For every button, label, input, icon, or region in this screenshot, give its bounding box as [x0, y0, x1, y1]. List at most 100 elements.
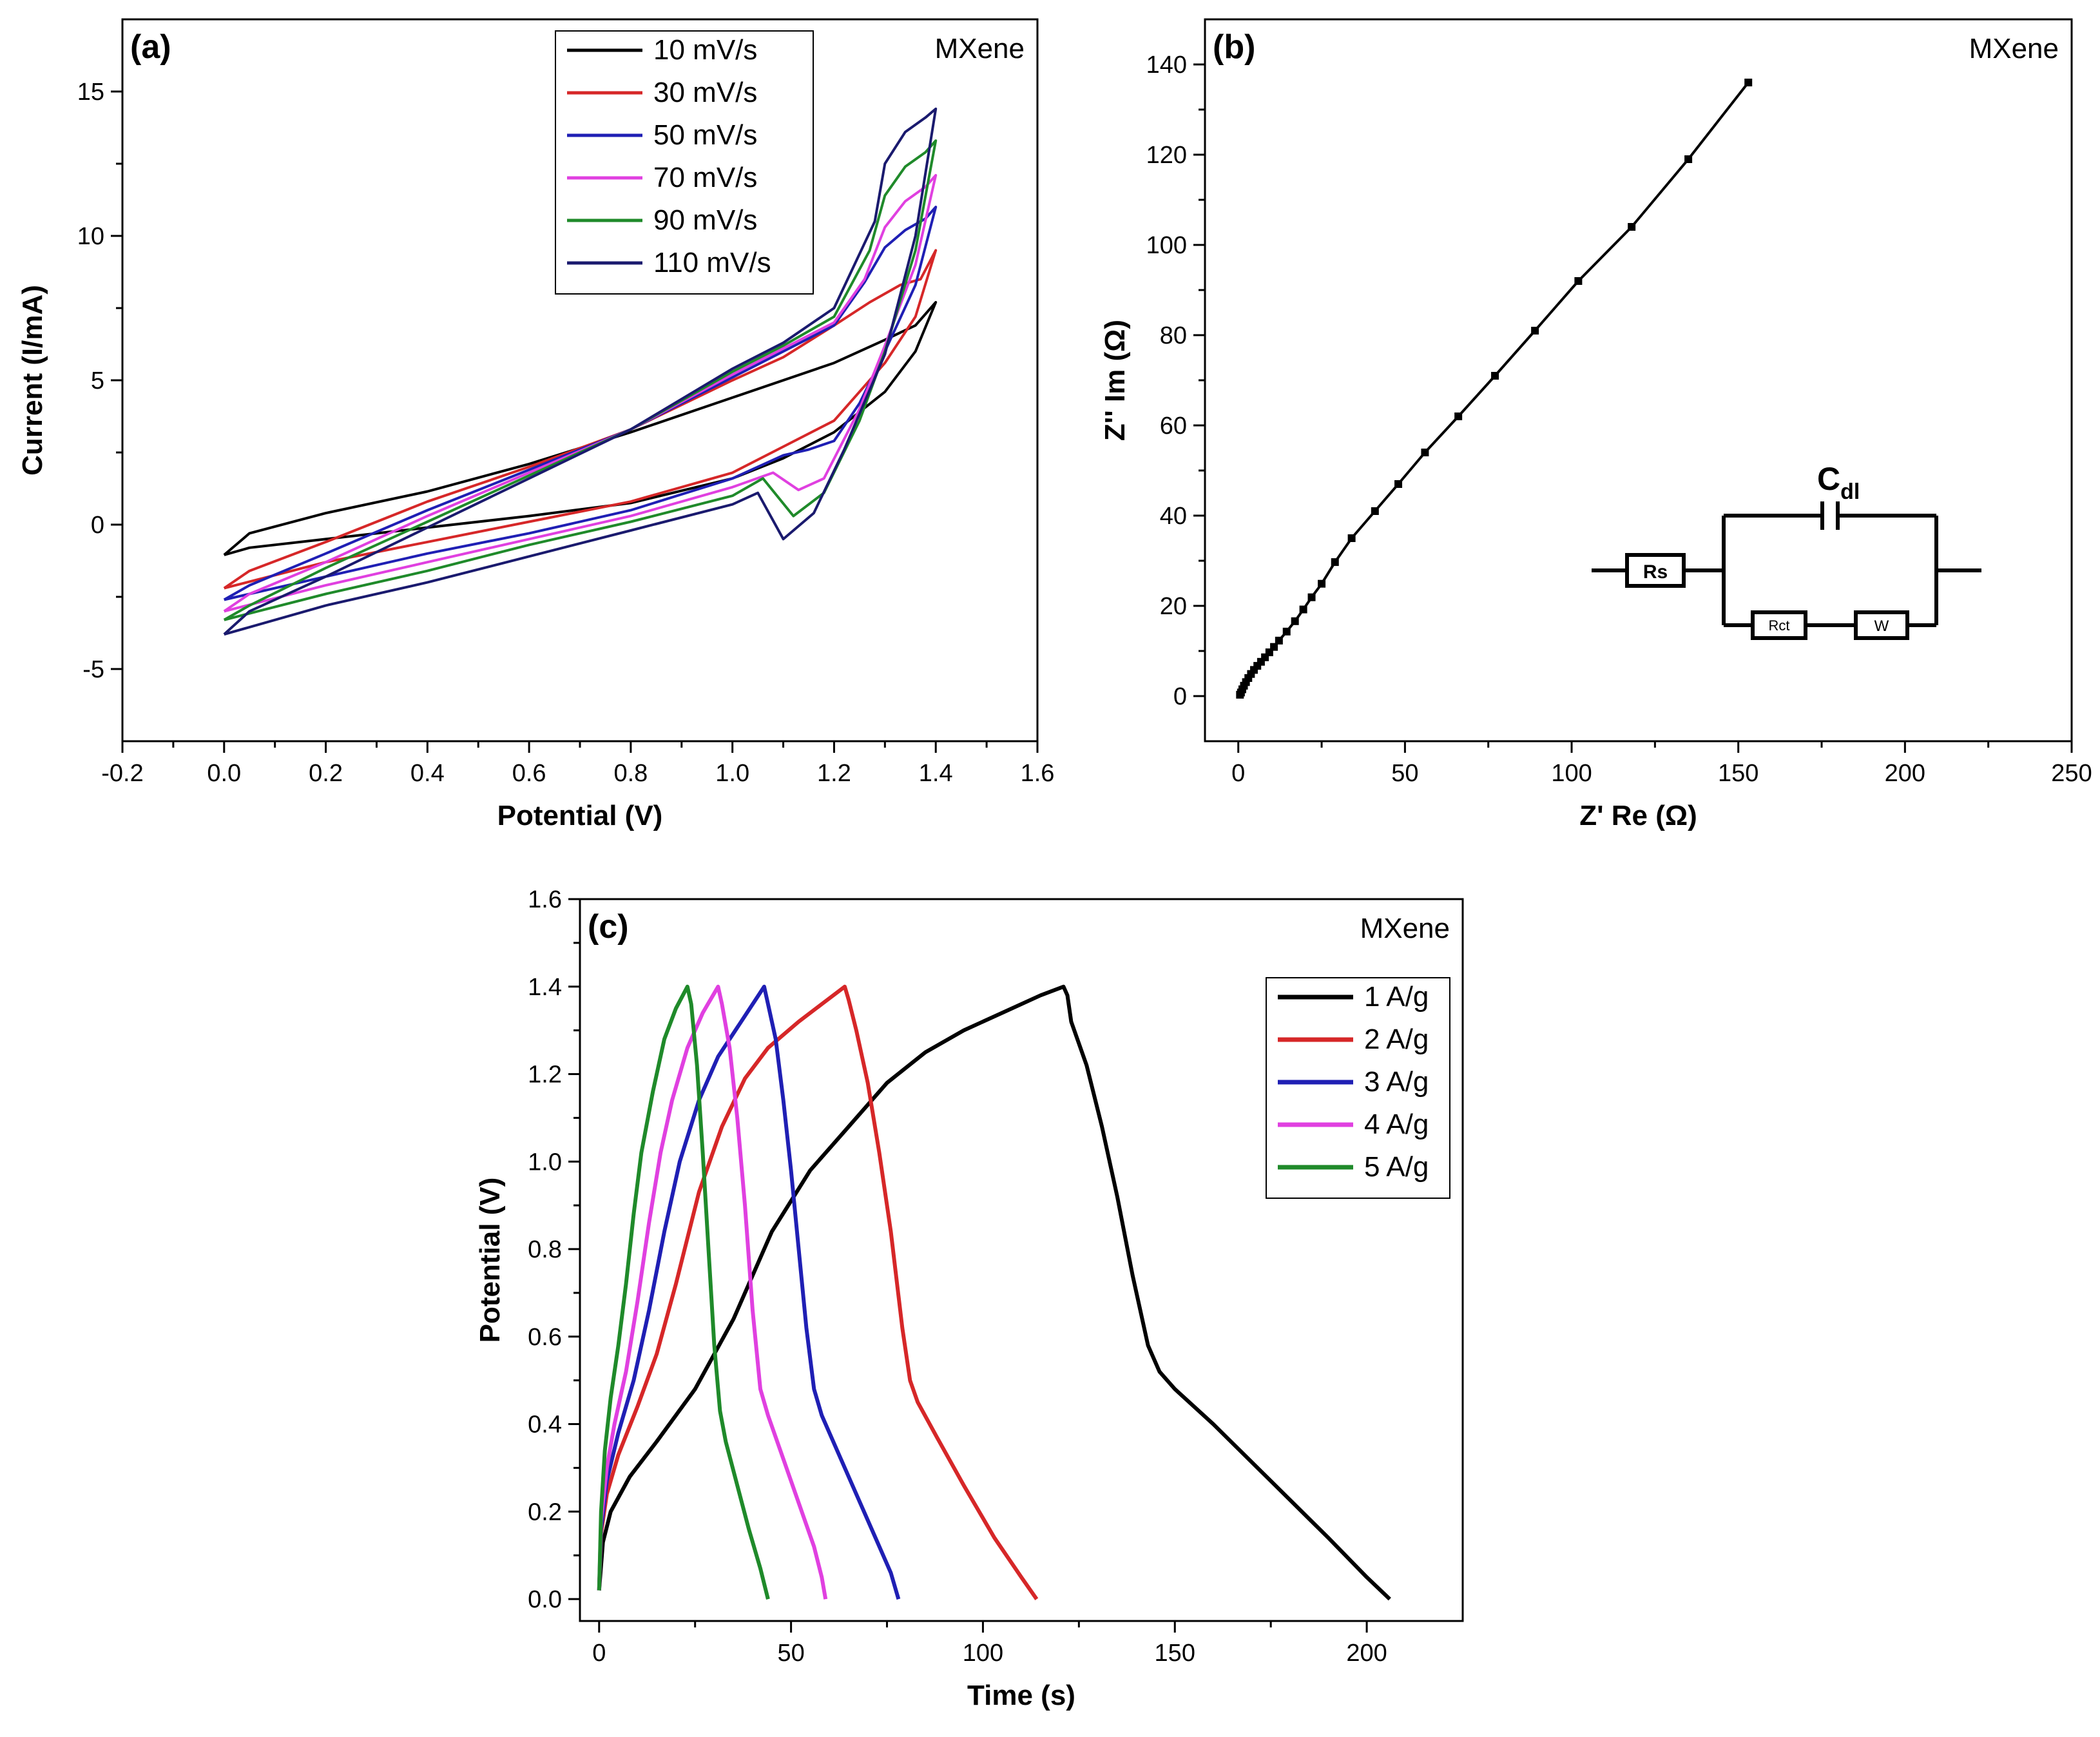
x-axis: 0 50 100 150 200 250: [1231, 741, 2092, 787]
x-tick-label: 50: [777, 1640, 804, 1667]
x-tick-label: 0.8: [613, 760, 648, 787]
legend-label: 30 mV/s: [653, 77, 757, 108]
x-axis-label: Potential (V): [497, 800, 663, 831]
x-tick-label: 0.6: [512, 760, 546, 787]
cdl-label: Cdl: [1817, 461, 1860, 504]
legend-label: 70 mV/s: [653, 162, 757, 193]
rs-label: Rs: [1643, 561, 1668, 583]
y-tick-label: 0: [91, 512, 104, 539]
y-tick-label: 0: [1173, 683, 1187, 710]
y-axis: 0 20 40 60 80 100 120 140: [1146, 52, 1205, 710]
y-tick-label: 120: [1146, 142, 1187, 169]
x-tick-label: 1.6: [1021, 760, 1055, 787]
data-point: [1347, 534, 1356, 542]
data-point: [1275, 636, 1283, 645]
x-tick-label: 0.4: [410, 760, 445, 787]
legend-label: 50 mV/s: [653, 119, 757, 151]
x-tick-label: -0.2: [101, 760, 143, 787]
rct-label: Rct: [1769, 617, 1790, 634]
y-tick-label: 20: [1160, 593, 1187, 620]
x-tick-label: 250: [2051, 760, 2092, 787]
data-point: [1270, 643, 1278, 651]
y-tick-label: 100: [1146, 232, 1187, 259]
sample-tag: MXene: [935, 33, 1025, 64]
line-series-1-a-g: [597, 984, 1391, 1601]
y-tick-label: 0.6: [528, 1324, 562, 1351]
panel-a: -0.2 0.0 0.2 0.4 0.6 0.8 1.0 1.2 1.4 1.6 -5 0 5 10 15 P…: [17, 18, 1054, 831]
cv-loop-series-50-mv-s: [223, 206, 938, 601]
legend-label: 110 mV/s: [653, 247, 771, 278]
y-axis-label: Potential (V): [474, 1178, 506, 1343]
cv-loop-series-30-mv-s: [223, 249, 938, 590]
y-tick-label: 0.2: [528, 1499, 562, 1526]
data-series: [223, 107, 938, 636]
y-axis-label: Z'' Im (Ω): [1099, 320, 1131, 441]
y-axis-label: Current (I/mA): [17, 285, 48, 476]
y-tick-label: 1.2: [528, 1062, 562, 1089]
y-axis: -5 0 5 10 15: [77, 79, 122, 683]
data-point: [1421, 449, 1429, 456]
y-tick-label: 5: [91, 367, 104, 394]
legend-label: 3 A/g: [1364, 1066, 1429, 1098]
sample-tag: MXene: [1360, 913, 1450, 944]
legend-label: 1 A/g: [1364, 981, 1429, 1013]
data-point: [1318, 579, 1326, 588]
legend-label: 10 mV/s: [653, 34, 757, 66]
line-series-2-a-g: [597, 984, 1039, 1600]
data-point: [1291, 617, 1299, 625]
x-tick-label: 100: [1551, 760, 1592, 787]
data-point: [1299, 605, 1307, 614]
legend-box: [555, 30, 814, 295]
x-axis: 0 50 100 150 200: [592, 1621, 1387, 1667]
y-tick-label: 80: [1160, 322, 1187, 349]
x-tick-label: 50: [1391, 760, 1418, 787]
y-tick-label: 0.4: [528, 1412, 562, 1439]
data-point: [1307, 593, 1316, 601]
equivalent-circuit: Rs Cdl Rct W: [1592, 461, 1981, 640]
line-series-5-a-g: [597, 984, 770, 1600]
y-tick-label: 1.0: [528, 1149, 562, 1176]
line-series-3-a-g: [597, 984, 901, 1600]
panel-b: 0 50 100 150 200 250 0 20 40 60 80 100 120 140 Z' Re (…: [1099, 18, 2092, 831]
x-tick-label: 0.0: [207, 760, 241, 787]
cv-loop-series-70-mv-s: [223, 173, 938, 613]
plot-frame: [579, 898, 1464, 1622]
panel-label: (b): [1213, 28, 1255, 66]
legend-label: 5 A/g: [1364, 1151, 1429, 1183]
y-tick-label: -5: [82, 656, 104, 683]
data-point: [1394, 480, 1403, 488]
line-series-mxene: [1238, 81, 1749, 695]
x-tick-label: 200: [1346, 1640, 1387, 1667]
x-tick-label: 1.4: [919, 760, 953, 787]
panel-label: (c): [588, 908, 629, 946]
x-axis: -0.2 0.0 0.2 0.4 0.6 0.8 1.0 1.2 1.4 1.6: [101, 741, 1054, 787]
x-tick-label: 1.2: [817, 760, 851, 787]
cv-loop-series-110-mv-s: [223, 107, 938, 636]
x-tick-label: 200: [1885, 760, 1925, 787]
data-point: [1531, 327, 1539, 335]
data-point: [1282, 627, 1291, 636]
y-tick-label: 0.8: [528, 1236, 562, 1263]
y-tick-label: 0.0: [528, 1586, 562, 1613]
y-tick-label: 60: [1160, 412, 1187, 440]
x-tick-label: 1.0: [715, 760, 749, 787]
data-point: [1744, 79, 1753, 86]
y-tick-label: 1.6: [528, 886, 562, 913]
x-tick-label: 150: [1718, 760, 1758, 787]
data-series: [1236, 79, 1753, 699]
legend: 10 mV/s 30 mV/s 50 mV/s 70 mV/s 90 mV/s 110 m…: [555, 30, 814, 295]
x-tick-label: 0: [1231, 760, 1245, 787]
x-tick-label: 0: [592, 1640, 606, 1667]
data-point: [1454, 412, 1463, 420]
y-tick-label: 40: [1160, 503, 1187, 530]
y-tick-label: 1.4: [528, 974, 562, 1001]
y-tick-label: 10: [77, 223, 104, 250]
plot-frame: [1204, 18, 2073, 742]
line-series-4-a-g: [597, 984, 828, 1600]
data-point: [1684, 155, 1693, 163]
legend: 1 A/g 2 A/g 3 A/g 4 A/g 5 A/g: [1266, 977, 1450, 1199]
cv-loop-series-10-mv-s: [223, 301, 938, 556]
sample-tag: MXene: [1969, 33, 2059, 64]
legend-label: 4 A/g: [1364, 1109, 1429, 1140]
